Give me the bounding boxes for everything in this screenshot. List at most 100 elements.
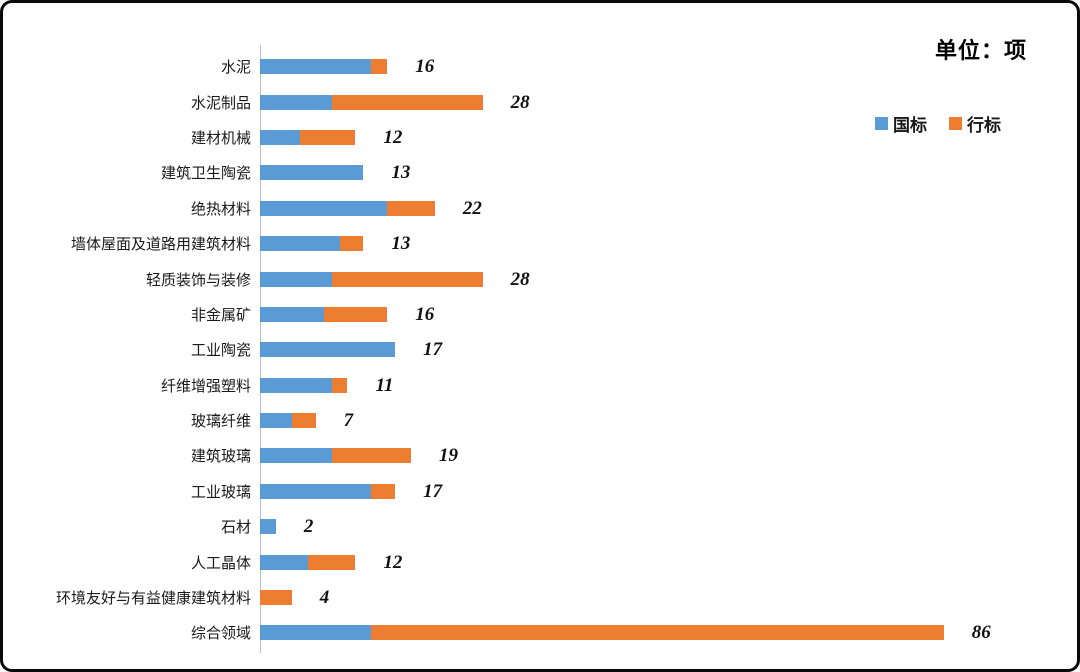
legend-item-hangbiao: 行标: [949, 111, 1001, 136]
bar-total-label: 19: [439, 445, 459, 467]
bar-segment-hangbiao: [387, 200, 435, 216]
category-label: 玻璃纤维: [190, 413, 251, 431]
bar-track: 12: [260, 126, 1077, 148]
bar-segment-guobiao: [260, 519, 276, 535]
bar-segment-guobiao: [260, 271, 332, 287]
bar-track: 2: [260, 517, 1077, 536]
bar-row: 轻质装饰与装修 28: [3, 261, 1077, 296]
category-label: 轻质装饰与装修: [145, 271, 251, 289]
bar-segment-guobiao: [260, 200, 388, 216]
bar-segment-hangbiao: [260, 590, 292, 606]
bar-total-label: 12: [383, 126, 403, 148]
bar-track: 28: [260, 91, 1077, 113]
bar-segment-guobiao: [260, 413, 292, 429]
bar-track: 13: [260, 233, 1077, 255]
bar-row: 工业玻璃 17: [3, 474, 1077, 509]
bar-segment-guobiao: [260, 236, 340, 252]
category-label: 工业玻璃: [190, 483, 251, 501]
bar-segment-hangbiao: [307, 554, 356, 570]
bar-track: 4: [260, 587, 1077, 609]
bar-row: 建筑玻璃 19: [3, 438, 1077, 473]
bar-segment-guobiao: [260, 625, 372, 641]
legend-swatch-guobiao: [875, 117, 888, 130]
bar-segment-hangbiao: [371, 59, 388, 75]
bar-segment-guobiao: [260, 129, 300, 145]
category-label: 水泥制品: [190, 94, 251, 112]
bar-segment-hangbiao: [331, 377, 348, 393]
bar-total-label: 13: [391, 162, 411, 184]
category-label: 纤维增强塑料: [160, 377, 251, 395]
bar-track: 13: [260, 162, 1077, 184]
bar-segment-guobiao: [260, 94, 332, 110]
bar-segment-guobiao: [260, 448, 332, 464]
bar-row: 人工晶体 12: [3, 544, 1077, 579]
bar-track: 19: [260, 445, 1077, 467]
bar-row: 非金属矿 16: [3, 297, 1077, 332]
category-label: 人工晶体: [190, 554, 251, 572]
bar-track: 11: [260, 374, 1077, 396]
bar-track: 12: [260, 551, 1077, 573]
bar-total-label: 28: [510, 91, 530, 113]
bar-total-label: 7: [343, 410, 354, 432]
bar-row: 石材 2: [3, 509, 1077, 544]
category-label: 非金属矿: [190, 306, 251, 324]
bar-track: 86: [260, 622, 1077, 644]
bar-segment-guobiao: [260, 165, 364, 181]
unit-label: 单位：项: [934, 38, 1027, 63]
category-label: 建筑玻璃: [190, 448, 251, 466]
bar-row: 建材机械 12: [3, 120, 1077, 155]
bar-segment-hangbiao: [299, 129, 356, 145]
bar-track: 17: [260, 480, 1077, 502]
bar-segment-guobiao: [260, 377, 332, 393]
category-label: 建筑卫生陶瓷: [160, 165, 251, 183]
bar-total-label: 11: [375, 374, 394, 396]
bar-total-label: 17: [423, 480, 443, 502]
legend-swatch-hangbiao: [949, 117, 962, 130]
bar-track: 16: [260, 56, 1077, 78]
bar-segment-guobiao: [260, 483, 372, 499]
bar-track: 16: [260, 303, 1077, 325]
bar-row: 环境友好与有益健康建筑材料 4: [3, 580, 1077, 615]
bar-row: 建筑卫生陶瓷 13: [3, 155, 1077, 190]
bar-segment-hangbiao: [331, 94, 483, 110]
bar-row: 墙体屋面及道路用建筑材料 13: [3, 226, 1077, 261]
bar-total-label: 28: [510, 268, 530, 290]
bar-segment-hangbiao: [371, 483, 396, 499]
bar-segment-guobiao: [260, 342, 396, 358]
bar-total-label: 4: [319, 587, 330, 609]
bar-row: 绝热材料 22: [3, 191, 1077, 226]
bar-segment-guobiao: [260, 554, 308, 570]
bar-total-label: 12: [383, 551, 403, 573]
bar-segment-hangbiao: [323, 306, 388, 322]
bar-row: 水泥制品 28: [3, 84, 1077, 119]
legend-label-guobiao: 国标: [893, 116, 927, 135]
bar-track: 17: [260, 339, 1077, 361]
category-label: 绝热材料: [190, 200, 251, 218]
bar-segment-hangbiao: [331, 448, 412, 464]
bar-rows: 水泥 16 水泥制品 28 建材机械 12 建筑卫生陶瓷 13 绝热材料 22 墙体屋面及道路用建筑…: [3, 49, 1077, 651]
bar-track: 7: [260, 410, 1077, 432]
category-label: 工业陶瓷: [190, 342, 251, 360]
bar-segment-hangbiao: [339, 236, 364, 252]
bar-row: 纤维增强塑料 11: [3, 368, 1077, 403]
bar-segment-hangbiao: [291, 413, 316, 429]
bar-total-label: 17: [423, 339, 443, 361]
category-label: 墙体屋面及道路用建筑材料: [70, 236, 251, 254]
bar-row: 工业陶瓷 17: [3, 332, 1077, 367]
bar-segment-hangbiao: [371, 625, 944, 641]
bar-total-label: 86: [971, 622, 991, 644]
bar-row: 水泥 16: [3, 49, 1077, 84]
category-label: 石材: [220, 519, 251, 537]
category-label: 环境友好与有益健康建筑材料: [55, 590, 251, 608]
bar-row: 玻璃纤维 7: [3, 403, 1077, 438]
category-label: 水泥: [220, 59, 251, 77]
bar-total-label: 16: [415, 56, 435, 78]
plot-area: 水泥 16 水泥制品 28 建材机械 12 建筑卫生陶瓷 13 绝热材料 22 墙体屋面及道路用建筑…: [3, 49, 1077, 651]
category-label: 综合领域: [190, 625, 251, 643]
legend: 国标 行标: [875, 111, 1001, 136]
legend-label-hangbiao: 行标: [967, 116, 1001, 135]
bar-total-label: 13: [391, 233, 411, 255]
bar-total-label: 16: [415, 303, 435, 325]
bar-segment-hangbiao: [331, 271, 483, 287]
